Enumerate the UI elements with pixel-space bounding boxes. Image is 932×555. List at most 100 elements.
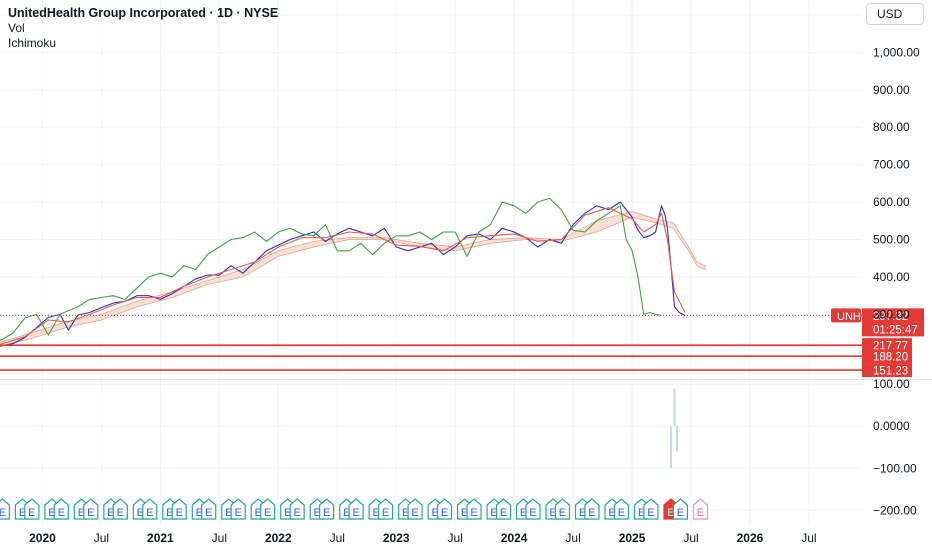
lower-axis-tick: 100.00 [873, 377, 910, 391]
earnings-marker-label: E [58, 507, 65, 519]
time-axis-label: 2022 [265, 531, 292, 545]
earnings-marker-label: E [87, 507, 94, 519]
horizontal-line-label-bg [862, 338, 912, 353]
time-axis-label: 2026 [737, 531, 764, 545]
earnings-marker-label: E [677, 507, 684, 519]
earnings-marker [289, 498, 305, 520]
earnings-marker [613, 498, 630, 520]
earnings-marker-label: E [352, 507, 359, 519]
chart-legend: UnitedHealth Group Incorporated · 1D · N… [8, 6, 278, 51]
earnings-marker [142, 498, 158, 520]
earnings-marker-label: E [196, 507, 203, 519]
time-axis-label: 2024 [501, 531, 528, 545]
last-price-label-bg [862, 308, 924, 337]
price-axis-tick: 300.00 [873, 307, 910, 321]
series-line-0 [0, 201, 686, 347]
earnings-marker-label: E [667, 507, 674, 519]
earnings-marker-label: E [255, 507, 262, 519]
price-axis-tick: 700.00 [873, 158, 910, 172]
lower-axis-tick: −100.00 [873, 461, 917, 475]
price-axis-tick: 500.00 [873, 233, 910, 247]
earnings-marker [584, 498, 600, 520]
price-axis-tick: 900.00 [873, 83, 910, 97]
earnings-marker [230, 498, 246, 520]
earnings-marker-label: E [372, 507, 379, 519]
time-axis-label: 2023 [383, 531, 410, 545]
earnings-marker-label: E [470, 507, 477, 519]
earnings-marker-label: E [107, 507, 114, 519]
earnings-marker [348, 498, 364, 520]
volume-bar [669, 426, 672, 469]
symbol-badge: UNH [837, 311, 861, 323]
indicator-ichimoku[interactable]: Ichimoku [8, 36, 57, 50]
earnings-marker [692, 498, 709, 520]
earnings-marker [643, 498, 659, 520]
earnings-marker [466, 498, 482, 520]
earnings-marker-label: E [549, 507, 556, 519]
time-axis-label: 2025 [619, 531, 646, 545]
last-price-value: 297.32 [873, 311, 908, 323]
earnings-marker [495, 498, 512, 520]
lower-axis-tick: −200.00 [873, 503, 917, 517]
earnings-marker [319, 498, 335, 520]
earnings-marker [378, 498, 394, 520]
price-axis-tick: 1,000.00 [873, 45, 920, 59]
earnings-marker-label: E [146, 507, 153, 519]
earnings-marker [436, 498, 453, 520]
series-line-2 [0, 207, 686, 345]
earnings-marker-label: E [431, 507, 438, 519]
time-axis-label: Jul [448, 531, 463, 545]
time-axis-label: 2021 [147, 531, 174, 545]
earnings-marker-label: E [19, 507, 26, 519]
price-axis-tick: 600.00 [873, 195, 910, 209]
earnings-marker-label: E [176, 507, 183, 519]
earnings-marker-label: E [48, 507, 55, 519]
earnings-marker [112, 498, 128, 520]
earnings-marker-label: E [343, 507, 350, 519]
earnings-marker-label: E [411, 507, 418, 519]
time-axis-label: Jul [212, 531, 227, 545]
horizontal-line-label: 151.23 [873, 366, 908, 378]
lower-axis-tick: 0.0000 [873, 419, 910, 433]
currency-button[interactable]: USD [866, 3, 924, 25]
chart-title[interactable]: UnitedHealth Group Incorporated · 1D · N… [8, 6, 279, 20]
indicator-volume[interactable]: Vol [8, 21, 25, 35]
earnings-marker-label: E [647, 507, 654, 519]
earnings-marker-label: E [559, 507, 566, 519]
earnings-marker-label: E [314, 507, 321, 519]
time-axis-label: Jul [801, 531, 816, 545]
earnings-marker-label: E [264, 507, 271, 519]
earnings-marker [525, 498, 541, 520]
earnings-marker-label: E [0, 507, 6, 519]
earnings-marker-label: E [638, 507, 645, 519]
time-axis-label: Jul [330, 531, 345, 545]
time-axis-label: Jul [683, 531, 698, 545]
earnings-marker-label: E [461, 507, 468, 519]
earnings-marker-label: E [490, 507, 497, 519]
earnings-marker-label: E [588, 507, 595, 519]
earnings-marker-label: E [529, 507, 536, 519]
horizontal-line-label-bg [862, 363, 912, 378]
earnings-marker-label: E [441, 507, 448, 519]
time-axis-label: 2020 [29, 531, 56, 545]
earnings-marker-label: E [323, 507, 330, 519]
earnings-marker [24, 498, 40, 520]
earnings-marker-label: E [28, 507, 35, 519]
earnings-marker-label: E [205, 507, 212, 519]
volume-bar [675, 426, 678, 452]
earnings-marker-label: E [618, 507, 625, 519]
symbol-badge-bg [831, 308, 861, 323]
earnings-marker-label: E [284, 507, 291, 519]
price-axis-tick: 800.00 [873, 120, 910, 134]
earnings-marker-label: E [225, 507, 232, 519]
earnings-marker-label: E [382, 507, 389, 519]
earnings-marker [201, 498, 217, 520]
price-countdown: 01:25:47 [873, 324, 918, 336]
earnings-marker [0, 498, 10, 520]
earnings-marker [554, 498, 571, 520]
earnings-marker [53, 498, 69, 520]
series-line-1 [0, 197, 662, 342]
ichimoku-cloud [0, 211, 706, 347]
